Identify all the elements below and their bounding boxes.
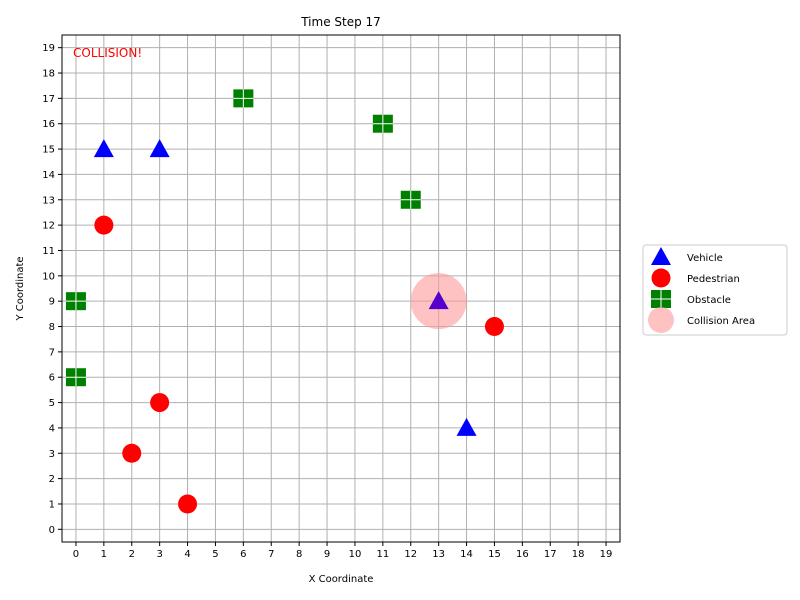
data-points (65, 89, 504, 514)
y-tick-label: 7 (49, 347, 55, 358)
vehicle-marker (456, 417, 477, 436)
y-tick-label: 0 (49, 525, 55, 536)
y-tick-label: 6 (49, 373, 55, 384)
x-tick-label: 14 (460, 549, 473, 560)
y-tick-label: 19 (42, 43, 55, 54)
pedestrian-marker (94, 215, 114, 235)
obstacle-marker (233, 89, 254, 108)
y-tick-label: 5 (49, 398, 55, 409)
obstacle-marker (65, 292, 86, 311)
legend-box (642, 244, 788, 336)
obstacle-marker (400, 190, 421, 209)
x-tick-label: 7 (268, 549, 274, 560)
vehicle-marker (428, 291, 449, 310)
y-tick-label: 4 (49, 423, 55, 434)
legend-swatch-obstacle (651, 290, 671, 308)
x-axis-label: X Coordinate (309, 574, 374, 585)
x-tick-label: 12 (404, 549, 417, 560)
x-tick-label: 19 (600, 549, 613, 560)
y-tick-label: 2 (49, 474, 55, 485)
vehicle-marker (93, 139, 114, 158)
plot-frame (61, 34, 621, 543)
pedestrian-marker (178, 494, 198, 514)
x-tick-label: 3 (156, 549, 162, 560)
x-tick-label: 16 (516, 549, 529, 560)
y-tick-label: 18 (42, 69, 55, 80)
y-tick-label: 12 (42, 221, 55, 232)
legend-swatch-pedestrian (651, 268, 671, 288)
obstacle-marker (372, 114, 393, 133)
y-axis-label: Y Coordinate (15, 256, 26, 321)
legend-label-pedestrian: Pedestrian (687, 274, 740, 285)
legend-label-collision-area: Collision Area (687, 316, 755, 327)
y-tick-label: 11 (42, 246, 55, 257)
legend-swatch-vehicle (651, 247, 671, 265)
y-tick-label: 3 (49, 449, 55, 460)
x-tick-label: 13 (432, 549, 445, 560)
x-tick-label: 18 (572, 549, 585, 560)
x-tick-label: 17 (544, 549, 557, 560)
y-tick-label: 15 (42, 145, 55, 156)
x-tick-label: 6 (240, 549, 246, 560)
pedestrian-marker (122, 443, 142, 463)
x-tick-label: 0 (73, 549, 79, 560)
legend-label-obstacle: Obstacle (687, 295, 731, 306)
x-tick-label: 9 (324, 549, 330, 560)
obstacle-marker (65, 368, 86, 387)
y-tick-label: 1 (49, 499, 55, 510)
x-tick-label: 10 (349, 549, 362, 560)
y-tick-label: 9 (49, 297, 55, 308)
pedestrian-marker (150, 393, 170, 413)
y-tick-label: 17 (42, 94, 55, 105)
x-tick-label: 1 (101, 549, 107, 560)
x-tick-label: 8 (296, 549, 302, 560)
legend-swatch-collision-area (648, 307, 674, 333)
legend-label-vehicle: Vehicle (687, 253, 723, 264)
y-tick-label: 16 (42, 119, 55, 130)
y-tick-label: 8 (49, 322, 55, 333)
grid-lines (62, 35, 620, 542)
x-tick-label: 2 (129, 549, 135, 560)
x-tick-label: 4 (184, 549, 190, 560)
chart-title: Time Step 17 (300, 15, 381, 29)
y-tick-label: 14 (42, 170, 55, 181)
y-tick-label: 13 (42, 195, 55, 206)
pedestrian-marker (484, 317, 504, 337)
x-tick-label: 15 (488, 549, 501, 560)
x-tick-label: 11 (376, 549, 389, 560)
collision-annotation: COLLISION! (73, 46, 142, 60)
x-axis-ticks: 0 1 2 3 4 5 6 7 8 9 10 11 12 13 14 15 16 17 18 19 (73, 542, 613, 560)
legend: Vehicle Pedestrian Obstacle Collision Area (642, 244, 788, 336)
y-tick-label: 10 (42, 271, 55, 282)
x-tick-label: 5 (212, 549, 218, 560)
vehicle-marker (149, 139, 170, 158)
